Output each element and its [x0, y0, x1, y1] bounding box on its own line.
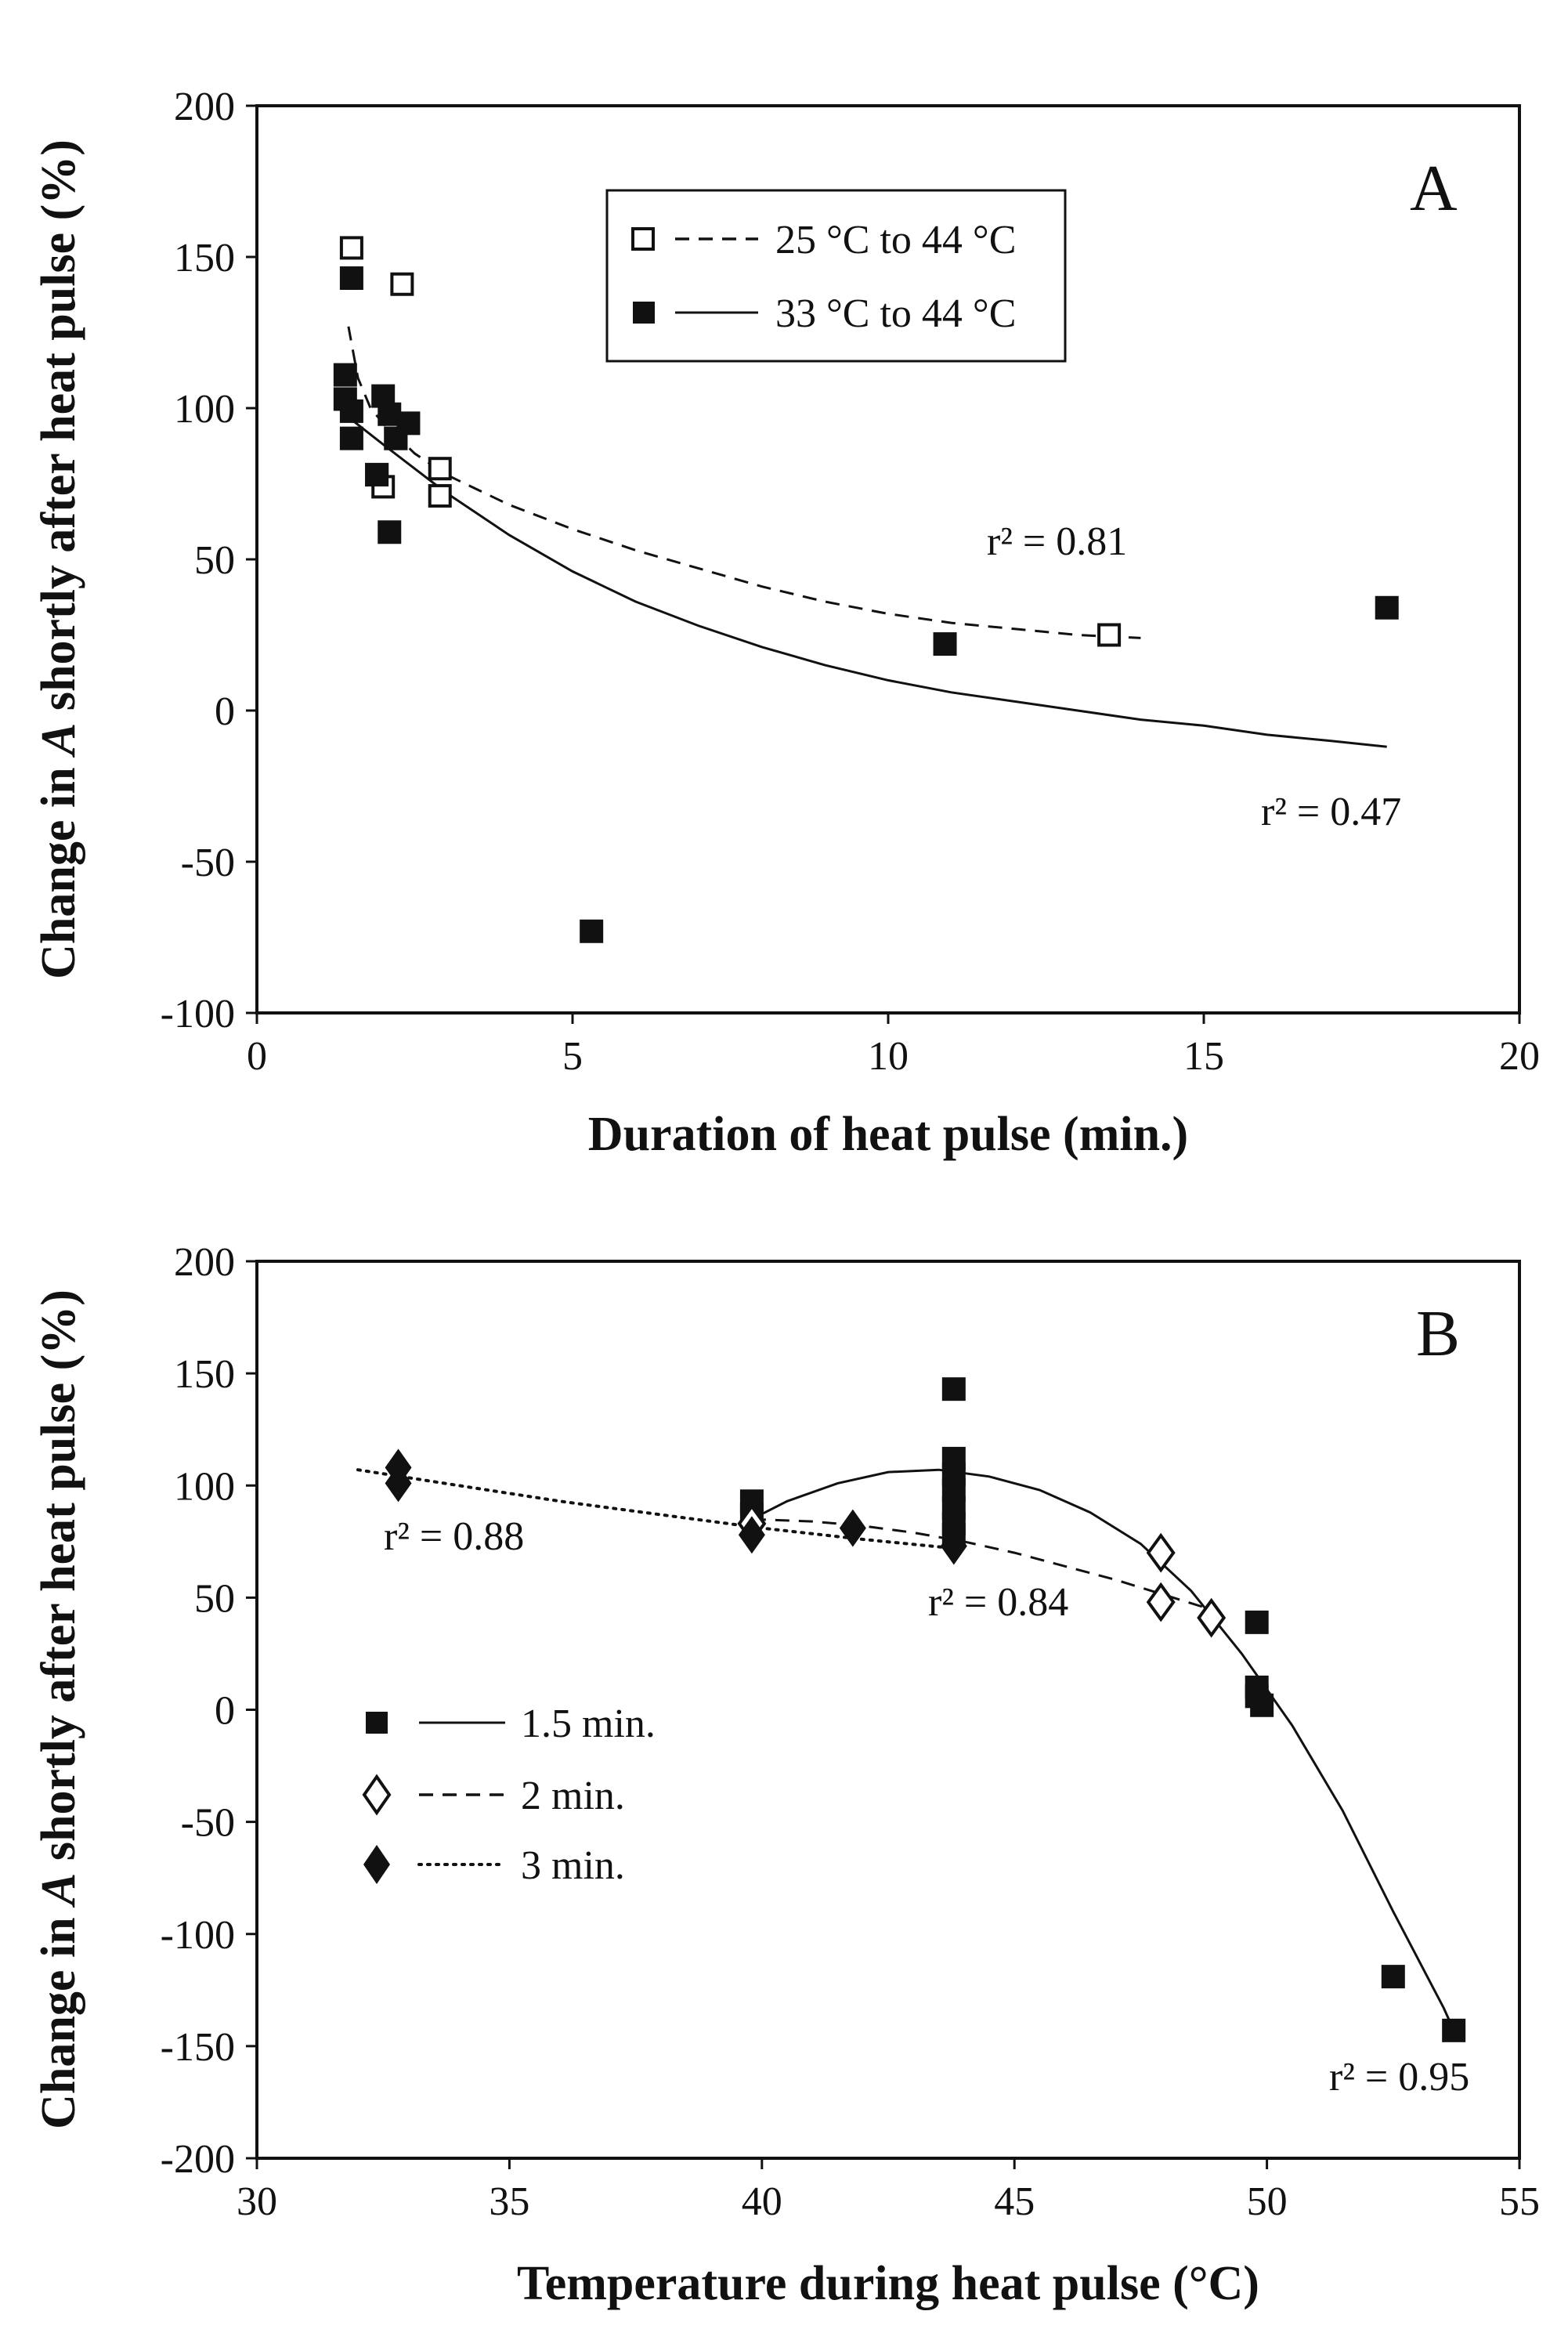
data-point-filled-diamond [385, 1464, 412, 1503]
data-point-filled-square [1250, 1693, 1274, 1717]
y-tick-label: -50 [181, 841, 235, 885]
data-point-open-diamond [1146, 1582, 1176, 1622]
panel-b-r2-label-solid: r² = 0.95 [1329, 2055, 1469, 2099]
panel-a-y-axis-label: Change in A shortly after heat pulse (%) [32, 139, 85, 979]
x-tick-label: 15 [1183, 1034, 1224, 1079]
fit-line-solid [751, 1468, 1455, 2031]
data-point-open-diamond [1146, 1532, 1176, 1573]
data-point-filled-square [1442, 2018, 1466, 2042]
legend-marker-open-diamond [362, 1774, 392, 1816]
y-tick-label: 150 [174, 236, 235, 280]
legend-label-1-5-min: 1.5 min. [521, 1702, 656, 1746]
data-point-filled-square [333, 363, 357, 387]
legend-marker-filled-diamond [363, 1845, 390, 1884]
data-point-filled-square [396, 411, 421, 436]
y-label-part-1: Change in [32, 1905, 85, 2129]
panel-b-x-axis-label: Temperature during heat pulse (°C) [517, 2257, 1259, 2310]
legend-marker-open-square [631, 227, 655, 251]
panel-b-y-axis-label: Change in A shortly after heat pulse (%) [32, 1289, 85, 2129]
data-point-filled-square [1381, 1965, 1405, 1989]
y-tick-label: 100 [174, 387, 235, 432]
y-tick-label: 200 [174, 1240, 235, 1285]
x-tick-label: 20 [1499, 1034, 1540, 1079]
data-point-open-square [428, 483, 452, 508]
data-point-filled-square [933, 632, 957, 656]
data-point-filled-square [1245, 1610, 1269, 1634]
x-tick-label: 50 [1247, 2179, 1288, 2224]
y-label-variable-a: A [32, 723, 85, 758]
y-tick-label: -150 [161, 2025, 235, 2070]
legend-label-25-to-44: 25 °C to 44 °C [775, 218, 1016, 262]
legend-label-2-min: 2 min. [521, 1774, 625, 1818]
data-point-open-diamond [1197, 1597, 1227, 1638]
panel-b-legend: 1.5 min. 2 min. 3 min. [362, 1702, 656, 1888]
panel-a-r2-label-solid: r² = 0.47 [1261, 790, 1401, 834]
data-point-filled-square [378, 520, 402, 544]
y-label-variable-a: A [32, 1873, 85, 1908]
x-tick-label: 45 [994, 2179, 1035, 2224]
y-tick-label: 200 [174, 85, 235, 129]
y-label-part-1: Change in [32, 755, 85, 979]
data-point-filled-square [1375, 595, 1399, 620]
data-point-open-square [1097, 623, 1122, 647]
panel-a-legend: 25 °C to 44 °C 33 °C to 44 °C [605, 189, 1067, 363]
data-point-open-square [428, 457, 452, 481]
panel-a-r2-label-dashed: r² = 0.81 [987, 519, 1127, 564]
x-tick-label: 40 [742, 2179, 782, 2224]
y-tick-label: 50 [194, 1576, 235, 1621]
y-tick-label: 150 [174, 1352, 235, 1397]
data-point-filled-square [365, 462, 389, 486]
y-label-part-3: shortly after heat pulse (%) [32, 1289, 85, 1872]
x-tick-label: 30 [237, 2179, 277, 2224]
y-tick-label: 0 [215, 689, 235, 734]
y-tick-label: -200 [161, 2137, 235, 2182]
panel-a: 0 5 10 15 20 -100 -50 0 50 100 150 200 A Duration … [32, 85, 1540, 1161]
x-tick-label: 35 [489, 2179, 529, 2224]
fit-line-dotted [356, 1468, 956, 1550]
panel-b-label: B [1416, 1297, 1460, 1370]
y-tick-label: 50 [194, 538, 235, 583]
data-point-filled-diamond [839, 1509, 866, 1547]
data-point-filled-square [339, 426, 363, 450]
fit-line-dashed [347, 326, 1141, 639]
panel-b-plot-frame [255, 1260, 1521, 2160]
legend-label-3-min: 3 min. [521, 1843, 625, 1888]
data-point-filled-square [580, 919, 604, 943]
x-tick-label: 0 [247, 1034, 267, 1079]
legend-label-33-to-44: 33 °C to 44 °C [775, 291, 1016, 336]
data-point-open-square [390, 272, 414, 296]
panel-a-x-axis-label: Duration of heat pulse (min.) [588, 1108, 1188, 1161]
fit-line-dashed [751, 1517, 1217, 1613]
data-point-filled-diamond [940, 1527, 967, 1565]
y-tick-label: 0 [215, 1689, 235, 1734]
legend-marker-filled-square [633, 302, 655, 324]
legend-marker-filled-square [366, 1712, 388, 1734]
data-point-open-square [339, 236, 363, 260]
panel-b: 30 35 40 45 50 55 -200 -150 -100 -50 0 50 100 150 200… [32, 1240, 1540, 2310]
y-tick-label: -100 [161, 992, 235, 1036]
y-label-part-3: shortly after heat pulse (%) [32, 139, 85, 722]
data-point-filled-square [339, 266, 363, 291]
x-tick-label: 55 [1499, 2179, 1540, 2224]
y-tick-label: -100 [161, 1913, 235, 1958]
panel-a-legend-box [605, 189, 1067, 363]
data-point-filled-square [339, 399, 363, 423]
y-tick-label: -50 [181, 1801, 235, 1846]
x-tick-label: 10 [868, 1034, 909, 1079]
panel-b-r2-label-dashed: r² = 0.84 [928, 1580, 1068, 1625]
data-point-filled-diamond [738, 1516, 765, 1554]
data-point-filled-square [941, 1377, 966, 1401]
panel-b-r2-label-dotted: r² = 0.88 [384, 1514, 524, 1559]
x-tick-label: 5 [562, 1034, 583, 1079]
panel-a-label: A [1410, 152, 1458, 225]
y-tick-label: 100 [174, 1464, 235, 1509]
fit-line-solid [347, 416, 1387, 748]
